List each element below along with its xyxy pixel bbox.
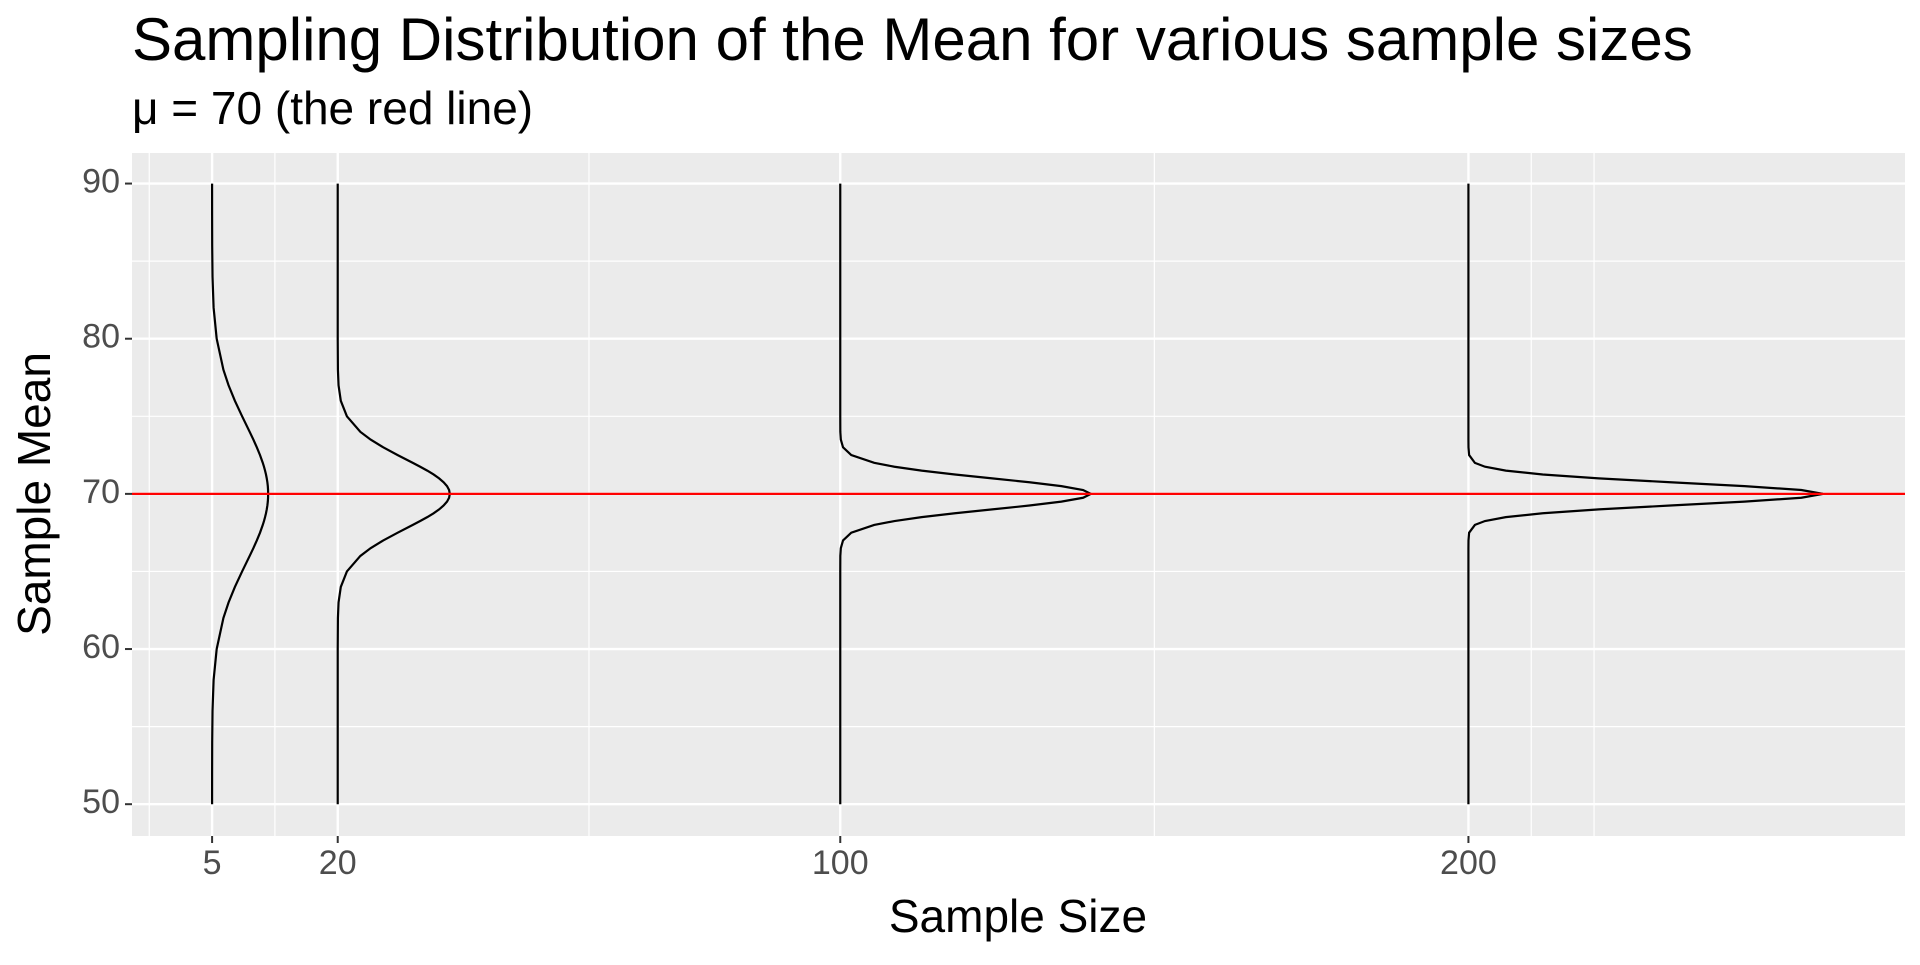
y-tick-label: 90 <box>82 163 120 201</box>
y-tick-label: 80 <box>82 318 120 356</box>
y-tick-label: 50 <box>82 783 120 821</box>
chart-title: Sampling Distribution of the Mean for va… <box>132 6 1693 73</box>
y-tick-label: 60 <box>82 628 120 666</box>
x-tick-label: 5 <box>203 844 222 882</box>
y-axis-title: Sample Mean <box>8 352 60 636</box>
x-tick-label: 100 <box>812 844 869 882</box>
x-axis-title: Sample Size <box>889 890 1147 942</box>
chart-subtitle: μ = 70 (the red line) <box>132 82 533 134</box>
x-tick-label: 20 <box>319 844 357 882</box>
y-tick-label: 70 <box>82 473 120 511</box>
x-tick-label: 200 <box>1440 844 1497 882</box>
